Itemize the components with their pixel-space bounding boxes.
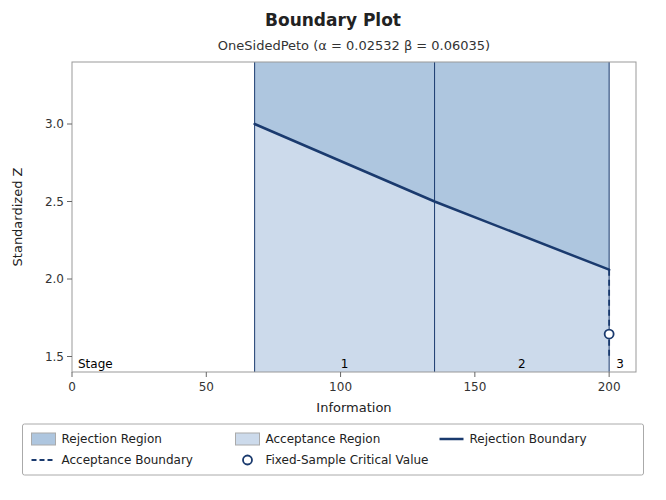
legend: Rejection Region Acceptance Region Rejecti…	[23, 424, 644, 475]
y-tick	[67, 356, 72, 357]
chart: Boundary Plot OneSidedPeto (α = 0.02532 β…	[0, 0, 666, 500]
stage-label: 3	[616, 357, 624, 371]
background	[0, 0, 666, 500]
x-tick-label: 200	[598, 380, 621, 394]
axes: 0 50 100 150 200 1.5 2.0 2.5 3.0	[45, 117, 621, 394]
stage-label: 2	[518, 357, 526, 371]
x-tick	[72, 372, 73, 377]
legend-swatch	[32, 459, 56, 461]
y-tick	[67, 124, 72, 125]
legend-swatch	[236, 433, 260, 445]
subtitle: OneSidedPeto (α = 0.02532 β = 0.06035)	[218, 38, 490, 53]
fixed-sample-marker	[605, 330, 614, 339]
acceptance-region	[255, 124, 610, 372]
x-tick-label: 50	[199, 380, 214, 394]
plot-area	[255, 62, 614, 372]
y-axis-label: Standardized Z	[10, 167, 25, 266]
legend-label: Rejection Region	[62, 432, 162, 446]
legend-label: Fixed-Sample Critical Value	[266, 453, 429, 467]
legend-swatch	[32, 433, 56, 445]
x-tick	[206, 372, 207, 377]
x-tick-label: 100	[329, 380, 352, 394]
stage-label: 1	[341, 357, 349, 371]
stage-line	[434, 62, 435, 372]
y-tick	[67, 201, 72, 202]
x-tick-label: 150	[463, 380, 486, 394]
legend-frame	[23, 424, 644, 475]
x-tick	[474, 372, 475, 377]
legend-label: Rejection Boundary	[470, 432, 587, 446]
y-tick-label: 2.0	[45, 272, 64, 286]
legend-swatch	[243, 456, 252, 465]
legend-label: Acceptance Region	[266, 432, 381, 446]
y-tick-label: 3.0	[45, 117, 64, 131]
rejection-boundary	[255, 124, 610, 270]
y-tick-label: 2.5	[45, 195, 64, 209]
acceptance-boundary	[608, 270, 610, 360]
plot-frame	[72, 62, 636, 372]
x-tick-label: 0	[68, 380, 76, 394]
legend-label: Acceptance Boundary	[62, 453, 193, 467]
stage-line	[254, 62, 255, 372]
title: Boundary Plot	[265, 10, 401, 30]
y-tick	[67, 279, 72, 280]
x-tick	[609, 372, 610, 377]
stage-label: Stage	[78, 357, 113, 371]
stage-line	[609, 62, 610, 372]
legend-swatch	[440, 438, 464, 441]
x-axis-label: Information	[316, 400, 391, 415]
y-tick-label: 1.5	[45, 350, 64, 364]
x-tick	[340, 372, 341, 377]
